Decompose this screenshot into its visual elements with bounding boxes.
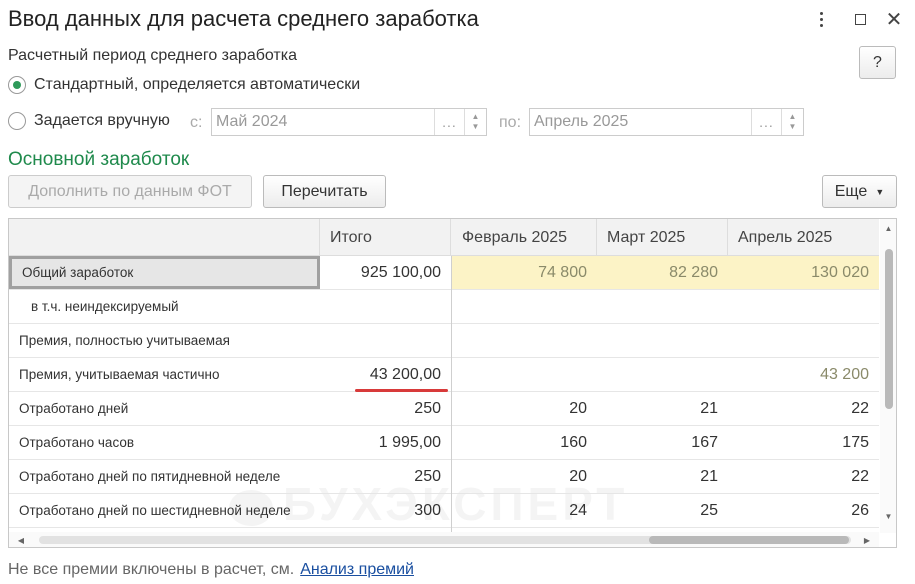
table-row[interactable]: Отработано дней по шестидневной неделе 3… [9,494,879,528]
row-month-1[interactable] [452,290,597,323]
annotation-underline [355,389,448,392]
row-month-2[interactable]: 21 [700,467,718,485]
table-row[interactable]: Отработано дней 250 20 21 22 [9,392,879,426]
row-total[interactable]: 250 [414,467,441,485]
row-month-1[interactable]: 20 [569,399,587,417]
table-row[interactable]: Премия, учитываемая частично 43 200,00 4… [9,358,879,392]
row-total[interactable]: 300 [414,501,441,519]
radio-auto[interactable] [8,76,26,94]
row-total[interactable]: 1 995,00 [378,433,441,451]
row-month-2[interactable]: 21 [700,399,718,417]
footer-note: Не все премии включены в расчет, см. Анал… [8,561,414,579]
more-button[interactable]: Еще ▼ [822,175,897,208]
row-month-2[interactable] [597,290,728,323]
table-row[interactable]: Премия, полностью учитываемая [9,324,879,358]
table-row[interactable]: Отработано дней по пятидневной неделе 25… [9,460,879,494]
more-vertical-icon[interactable] [809,8,833,30]
row-month-1[interactable] [452,324,597,357]
row-month-3[interactable]: 130 020 [728,256,879,289]
row-month-1[interactable]: 20 [569,467,587,485]
bonus-analysis-link[interactable]: Анализ премий [300,561,414,578]
row-month-3[interactable]: 26 [851,501,869,519]
row-month-3[interactable]: 175 [842,433,869,451]
row-month-3[interactable] [728,324,879,357]
row-name[interactable]: Премия, учитываемая частично [19,367,220,382]
row-total[interactable] [320,324,451,357]
row-name[interactable]: Отработано дней [19,401,129,416]
row-month-3[interactable]: 22 [851,399,869,417]
row-month-2[interactable]: 82 280 [597,256,728,289]
row-name[interactable]: Премия, полностью учитываемая [19,333,230,348]
row-month-3[interactable]: 22 [851,467,869,485]
window-title: Ввод данных для расчета среднего заработ… [8,6,479,31]
row-month-2[interactable]: 25 [700,501,718,519]
to-select-button[interactable]: ... [751,109,781,135]
table-row[interactable]: Общий заработок 925 100,00 74 800 82 280… [9,256,879,290]
row-name[interactable]: Отработано дней по шестидневной неделе [19,503,291,518]
scroll-left-icon[interactable]: ◀ [17,535,25,545]
row-month-3[interactable] [728,290,879,323]
row-name[interactable]: в т.ч. неиндексируемый [31,299,179,314]
scroll-right-icon[interactable]: ▶ [863,535,871,545]
row-month-3[interactable]: 43 200 [820,365,869,383]
close-icon[interactable]: ✕ [885,8,903,31]
table-row[interactable]: Отработано часов 1 995,00 160 167 175 [9,426,879,460]
from-field[interactable]: Май 2024 ... ▲ ▼ [211,108,487,136]
radio-manual-row[interactable]: Задается вручную [8,112,170,130]
row-total[interactable]: 43 200,00 [369,365,441,383]
radio-auto-label: Стандартный, определяется автоматически [34,76,361,93]
from-select-button[interactable]: ... [434,109,464,135]
row-total[interactable]: 250 [414,399,441,417]
main-earnings-title: Основной заработок [8,149,190,170]
header-name [9,219,320,256]
radio-manual-label: Задается вручную [34,112,170,129]
from-spin[interactable]: ▲ ▼ [464,109,486,135]
period-label: Расчетный период среднего заработка [8,47,297,64]
row-name[interactable]: Отработано часов [19,435,135,450]
to-spin[interactable]: ▲ ▼ [781,109,803,135]
horizontal-scroll-track[interactable] [39,536,851,544]
table-row[interactable]: в т.ч. неиндексируемый [9,290,879,324]
horizontal-scrollbar[interactable]: ◀ ▶ [9,532,879,547]
horizontal-scroll-thumb[interactable] [649,536,849,544]
footer-text: Не все премии включены в расчет, см. [8,561,295,578]
radio-auto-row[interactable]: Стандартный, определяется автоматически [8,76,360,94]
row-month-1[interactable]: 24 [569,501,587,519]
earnings-table[interactable]: Итого Февраль 2025 Март 2025 Апрель 2025… [8,218,897,548]
vertical-scroll-thumb[interactable] [885,249,893,409]
from-label: с: [190,114,203,131]
header-total[interactable]: Итого [320,219,451,256]
chevron-down-icon: ▼ [875,186,885,197]
row-month-2[interactable]: 167 [691,433,718,451]
row-name[interactable]: Общий заработок [9,256,320,289]
row-month-2[interactable] [597,358,728,391]
table-header: Итого Февраль 2025 Март 2025 Апрель 2025 [9,219,879,256]
more-button-label: Еще [834,182,868,200]
vertical-scrollbar[interactable]: ▲ ▼ [880,219,896,533]
fill-from-fot-button[interactable]: Дополнить по данным ФОТ [8,175,252,208]
scroll-up-icon[interactable]: ▲ [884,223,893,233]
row-total[interactable] [320,290,451,323]
row-name[interactable]: Отработано дней по пятидневной неделе [19,469,281,484]
scroll-down-icon[interactable]: ▼ [884,511,893,521]
to-field[interactable]: Апрель 2025 ... ▲ ▼ [529,108,804,136]
row-month-1[interactable] [452,358,597,391]
row-month-2[interactable] [597,324,728,357]
header-month-1[interactable]: Февраль 2025 [452,219,597,256]
row-total[interactable]: 925 100,00 [360,263,441,281]
radio-manual[interactable] [8,112,26,130]
help-button[interactable]: ? [859,46,896,79]
header-month-2[interactable]: Март 2025 [597,219,728,256]
from-value: Май 2024 [216,113,288,130]
to-label: по: [499,114,522,131]
row-month-1[interactable]: 160 [560,433,587,451]
row-month-1[interactable]: 74 800 [452,256,597,289]
header-month-3[interactable]: Апрель 2025 [738,228,833,246]
column-divider [451,256,452,547]
to-value: Апрель 2025 [534,113,629,130]
maximize-icon[interactable] [848,8,872,30]
reread-button[interactable]: Перечитать [263,175,386,208]
